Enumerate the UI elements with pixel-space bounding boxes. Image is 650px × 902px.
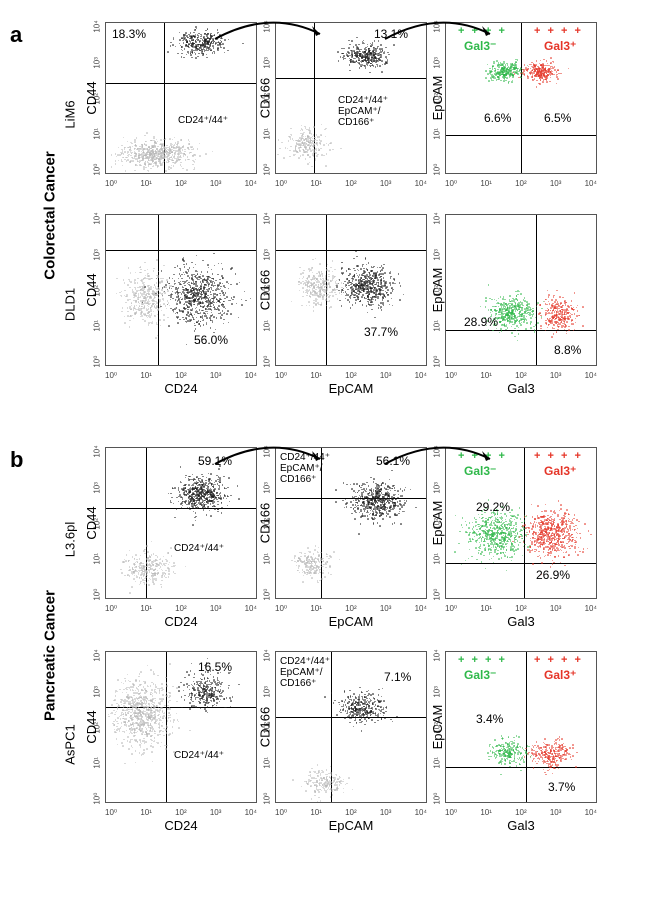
plot-a-dld1-2: 37.7%10⁰10¹10²10³10⁴10⁰10¹10²10³10⁴CD166… — [275, 214, 427, 366]
panel-a: a Colorectal Cancer LiM6 DLD1 18.3%CD24⁺… — [10, 22, 640, 422]
gating-arrow — [380, 439, 500, 469]
plot-a-dld1-1: 56.0%10⁰10¹10²10³10⁴10⁰10¹10²10³10⁴CD44C… — [105, 214, 257, 366]
gating-arrow — [210, 439, 330, 469]
panel-b: b Pancreatic Cancer L3.6pl AsPC1 59.1%CD… — [10, 447, 640, 867]
line-label-aspc1: AsPC1 — [63, 715, 78, 775]
row-aspc1: 16.5%CD24⁺/44⁺10⁰10¹10²10³10⁴10⁰10¹10²10… — [105, 651, 640, 803]
line-label-dld1: DLD1 — [63, 275, 78, 335]
gating-arrow — [210, 14, 330, 44]
row-l36pl: 59.1%CD24⁺/44⁺10⁰10¹10²10³10⁴10⁰10¹10²10… — [105, 447, 640, 599]
row-lim6: 18.3%CD24⁺/44⁺10⁰10¹10²10³10⁴10⁰10¹10²10… — [105, 22, 640, 174]
plot-b-l36pl-3: 29.2%26.9%Gal3⁻Gal3⁺+ + + ++ + + +10⁰10¹… — [445, 447, 597, 599]
plot-a-lim6-2: 13.1%CD24⁺/44⁺EpCAM⁺/CD166⁺10⁰10¹10²10³1… — [275, 22, 427, 174]
plot-b-aspc1-1: 16.5%CD24⁺/44⁺10⁰10¹10²10³10⁴10⁰10¹10²10… — [105, 651, 257, 803]
plot-a-lim6-1: 18.3%CD24⁺/44⁺10⁰10¹10²10³10⁴10⁰10¹10²10… — [105, 22, 257, 174]
plot-b-aspc1-2: 7.1%CD24⁺/44⁺EpCAM⁺/CD166⁺10⁰10¹10²10³10… — [275, 651, 427, 803]
gating-arrow — [380, 14, 500, 44]
panel-letter-b: b — [10, 447, 23, 473]
plot-b-aspc1-3: 3.4%3.7%Gal3⁻Gal3⁺+ + + ++ + + +10⁰10¹10… — [445, 651, 597, 803]
figure: a Colorectal Cancer LiM6 DLD1 18.3%CD24⁺… — [10, 22, 640, 867]
plot-b-l36pl-2: 56.1%CD24⁺/44⁺EpCAM⁺/CD166⁺10⁰10¹10²10³1… — [275, 447, 427, 599]
plot-b-l36pl-1: 59.1%CD24⁺/44⁺10⁰10¹10²10³10⁴10⁰10¹10²10… — [105, 447, 257, 599]
plot-a-lim6-3: 6.6%6.5%Gal3⁻Gal3⁺+ + + ++ + + +10⁰10¹10… — [445, 22, 597, 174]
group-label-pancreatic: Pancreatic Cancer — [42, 566, 59, 746]
row-dld1: 56.0%10⁰10¹10²10³10⁴10⁰10¹10²10³10⁴CD44C… — [105, 214, 640, 366]
line-label-l36pl: L3.6pl — [63, 510, 78, 570]
plot-a-dld1-3: 28.9%8.8%10⁰10¹10²10³10⁴10⁰10¹10²10³10⁴E… — [445, 214, 597, 366]
panel-letter-a: a — [10, 22, 22, 48]
line-label-lim6: LiM6 — [63, 85, 78, 145]
group-label-colorectal: Colorectal Cancer — [42, 126, 59, 306]
